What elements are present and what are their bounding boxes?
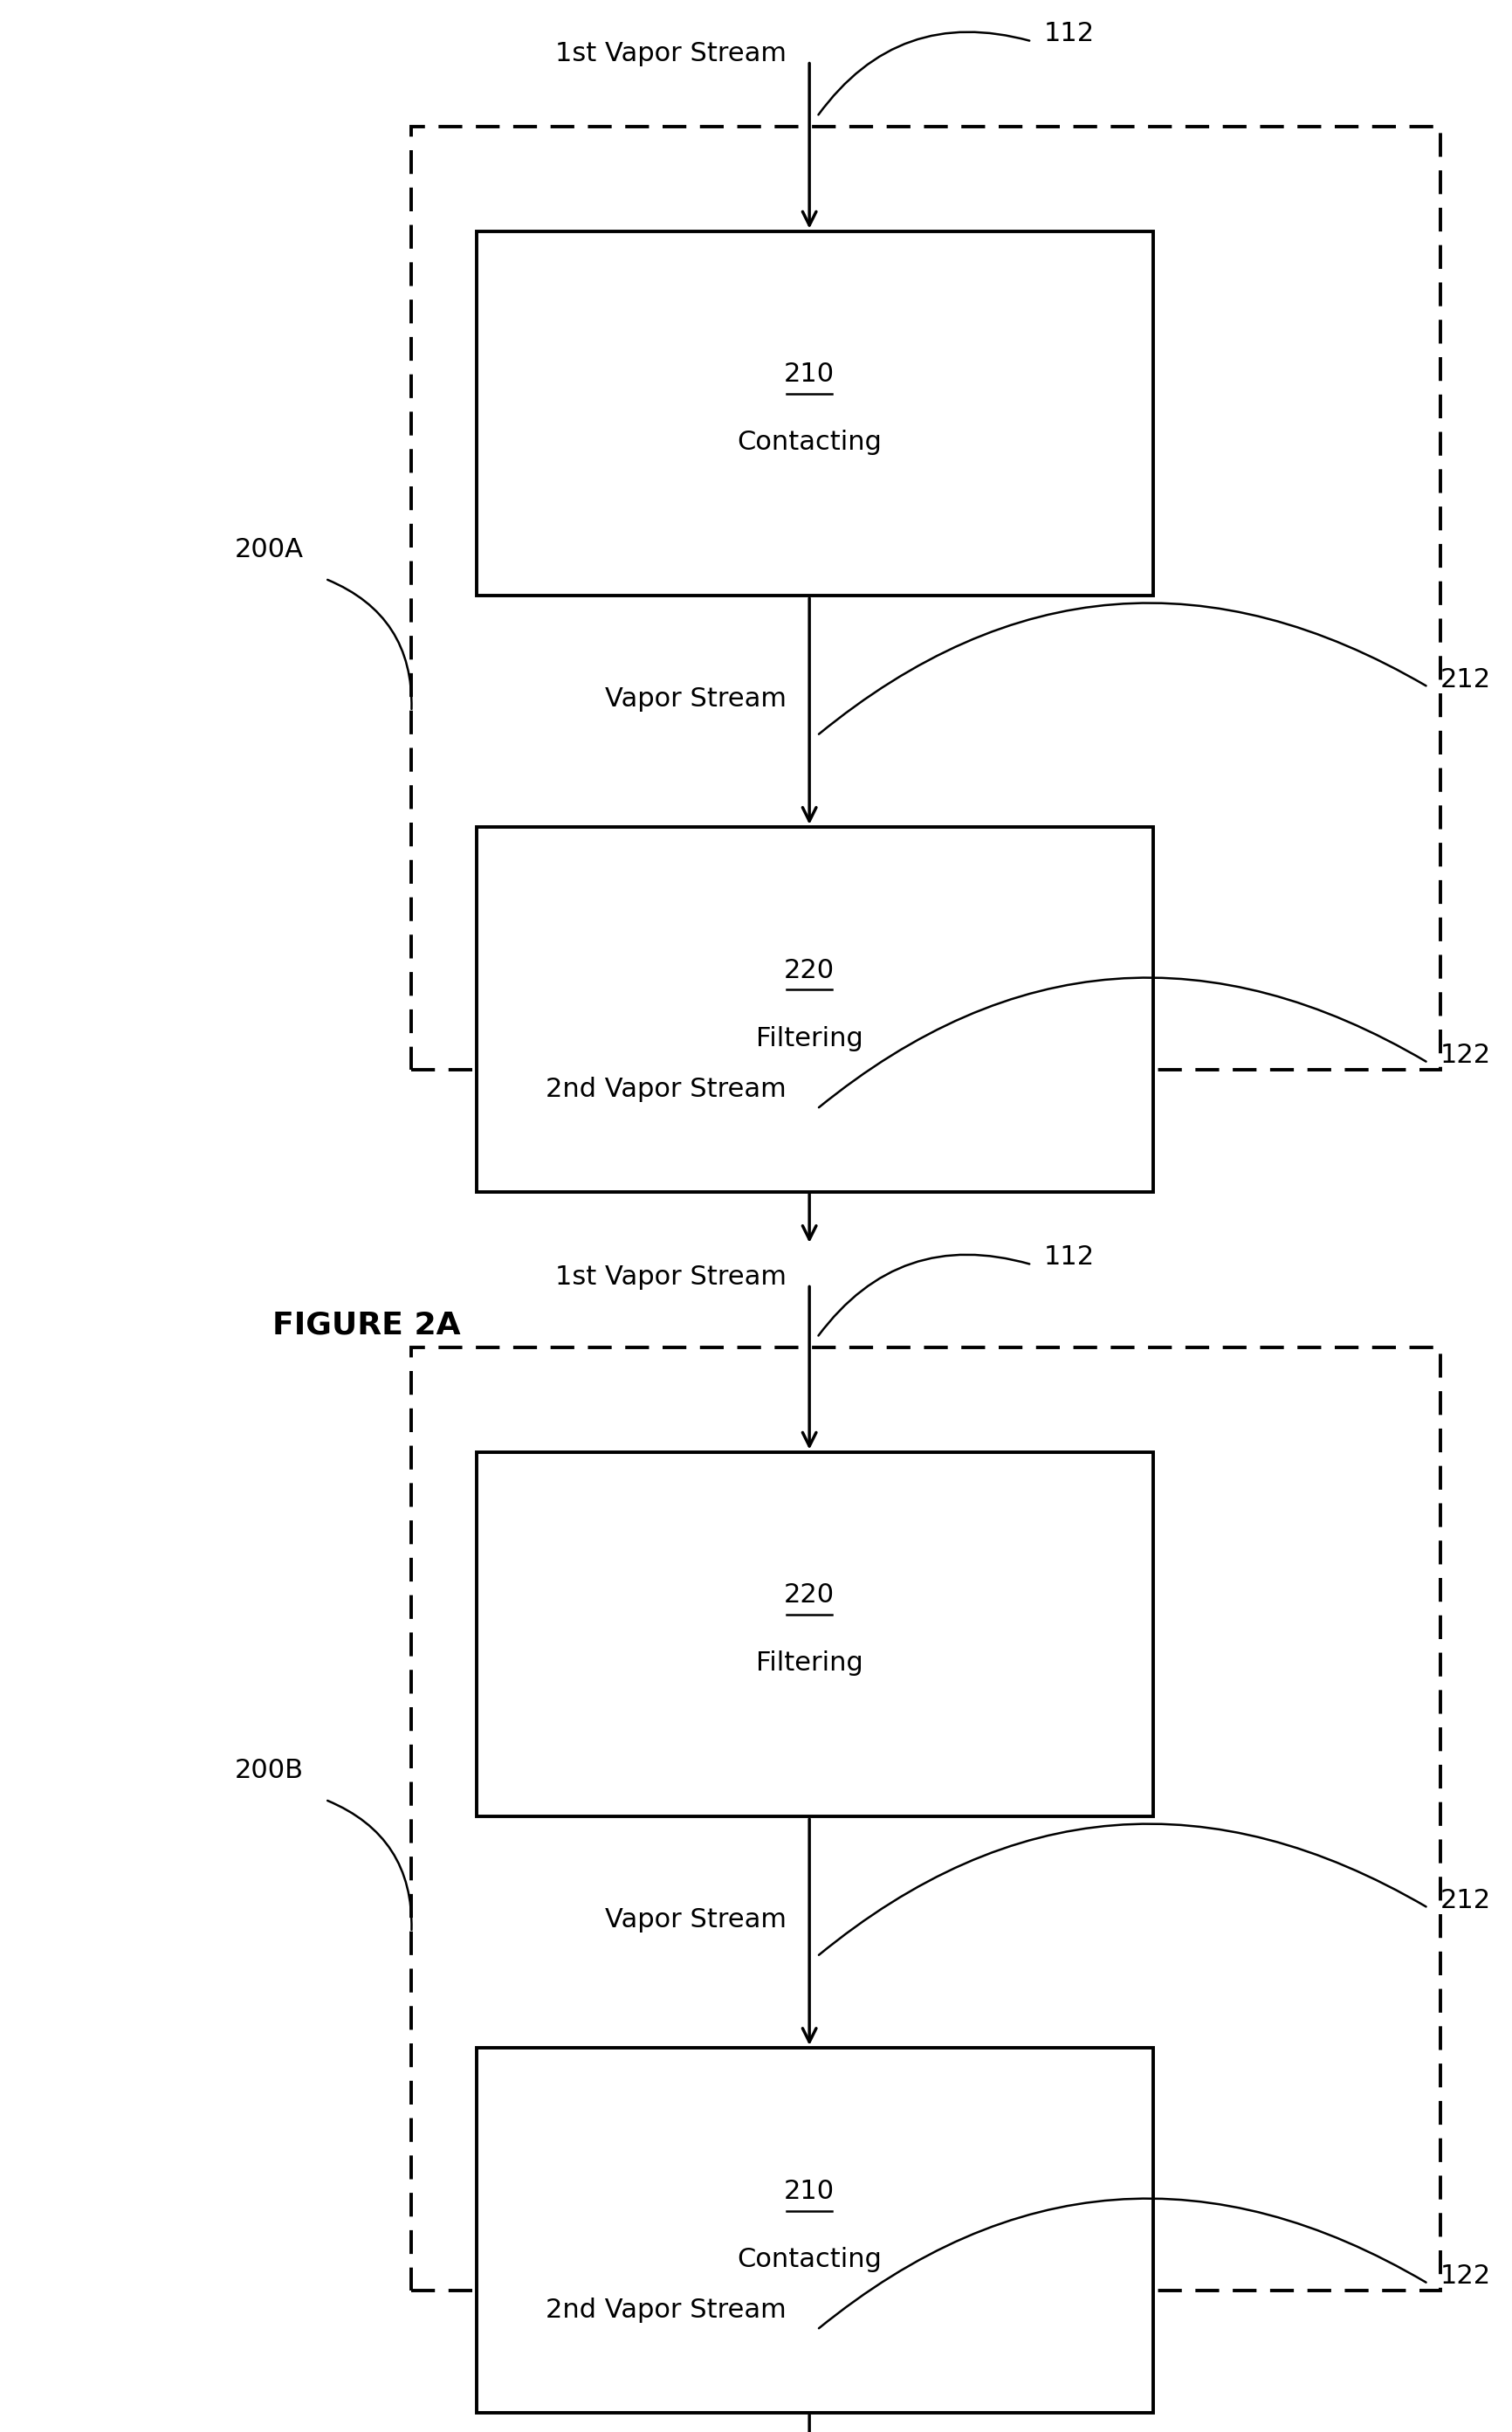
Text: 122: 122 bbox=[1439, 2264, 1491, 2289]
Bar bbox=[411, 1347, 1439, 2291]
Text: 220: 220 bbox=[783, 1583, 835, 1608]
Text: 2nd Vapor Stream: 2nd Vapor Stream bbox=[546, 1077, 786, 1102]
Bar bbox=[476, 231, 1152, 596]
Bar bbox=[476, 827, 1152, 1192]
Text: 210: 210 bbox=[783, 2179, 835, 2203]
Text: 1st Vapor Stream: 1st Vapor Stream bbox=[555, 1265, 786, 1289]
Text: Contacting: Contacting bbox=[736, 2247, 881, 2271]
Text: 2nd Vapor Stream: 2nd Vapor Stream bbox=[546, 2298, 786, 2323]
Text: 200B: 200B bbox=[234, 1758, 304, 1783]
Text: Vapor Stream: Vapor Stream bbox=[605, 1907, 786, 1933]
Text: 122: 122 bbox=[1439, 1043, 1491, 1068]
Text: Vapor Stream: Vapor Stream bbox=[605, 686, 786, 713]
Text: FIGURE 2A: FIGURE 2A bbox=[272, 1311, 460, 1340]
Text: 1st Vapor Stream: 1st Vapor Stream bbox=[555, 41, 786, 66]
Text: 210: 210 bbox=[783, 362, 835, 387]
Text: Filtering: Filtering bbox=[756, 1026, 862, 1051]
Text: 200A: 200A bbox=[234, 537, 304, 562]
Text: Filtering: Filtering bbox=[756, 1651, 862, 1676]
Bar bbox=[476, 1452, 1152, 1817]
Bar bbox=[476, 2048, 1152, 2413]
Bar bbox=[411, 126, 1439, 1070]
Text: 220: 220 bbox=[783, 958, 835, 983]
Text: 212: 212 bbox=[1439, 1887, 1491, 1914]
Text: 112: 112 bbox=[1043, 1245, 1095, 1270]
Text: 212: 212 bbox=[1439, 666, 1491, 693]
Text: 112: 112 bbox=[1043, 22, 1095, 46]
Text: Contacting: Contacting bbox=[736, 430, 881, 455]
